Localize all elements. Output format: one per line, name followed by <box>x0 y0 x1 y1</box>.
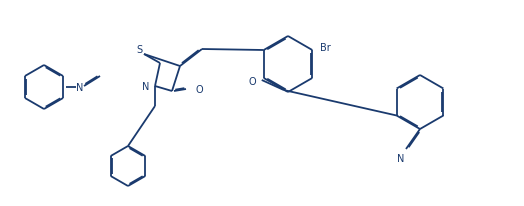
Text: N: N <box>141 82 149 91</box>
Text: S: S <box>136 45 142 55</box>
Text: N: N <box>77 83 84 92</box>
Text: Br: Br <box>320 43 331 53</box>
Text: N: N <box>397 153 405 163</box>
Text: O: O <box>195 85 203 95</box>
Text: O: O <box>248 77 256 87</box>
